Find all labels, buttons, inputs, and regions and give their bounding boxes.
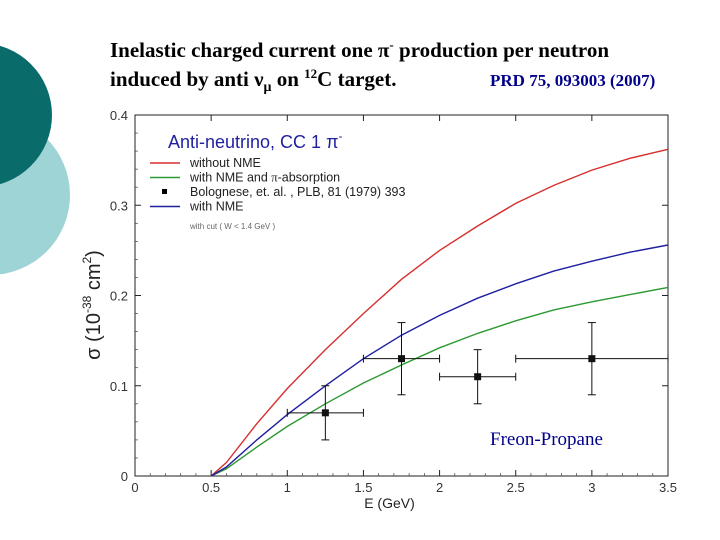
decoration-dark-circle [0, 45, 52, 185]
slide-title: Inelastic charged current one π- product… [110, 36, 710, 102]
y-tick-label: 0 [121, 469, 128, 484]
title-line-2: induced by anti νμ on 12C target. [110, 66, 397, 96]
data-point [286, 385, 364, 441]
data-point-marker [321, 409, 329, 417]
x-tick-label: 0.5 [202, 480, 220, 495]
series-line-0 [210, 148, 669, 477]
data-point [515, 322, 669, 396]
reference-citation: PRD 75, 093003 (2007) [490, 71, 656, 90]
legend-entry: with NME [150, 200, 243, 214]
x-tick-label: 3.5 [659, 480, 677, 495]
chart-title: Anti-neutrino, CC 1 π- [168, 129, 343, 152]
data-point-marker [398, 355, 405, 363]
x-tick-label: 1.5 [354, 480, 372, 495]
data-point [362, 322, 441, 396]
x-tick-label: 2.5 [507, 480, 525, 495]
legend-label: with NME and π-absorption [189, 171, 340, 185]
series-line-2 [210, 244, 669, 477]
data-point [439, 349, 517, 405]
slide-decoration [0, 45, 70, 275]
data-point-marker [588, 355, 596, 363]
legend-label: with NME [189, 200, 243, 214]
y-tick-label: 0.1 [110, 379, 128, 394]
legend-entry: Bolognese, et. al. , PLB, 81 (1979) 393 [162, 185, 405, 199]
legend-note: with cut ( W < 1.4 GeV ) [189, 222, 275, 231]
y-tick-label: 0.2 [110, 289, 128, 304]
chart-series [210, 148, 669, 477]
x-tick-label: 2 [436, 480, 443, 495]
chart-labels: E (GeV) σ (10-38 cm2) Anti-neutrino, CC 1 … [80, 129, 603, 511]
data-point-marker [474, 373, 482, 381]
y-tick-label: 0.4 [110, 108, 128, 123]
freon-propane-annotation: Freon-Propane [490, 429, 603, 450]
x-axis-label: E (GeV) [364, 495, 415, 511]
legend-entry: without NME [150, 156, 261, 170]
legend-label: without NME [189, 156, 261, 170]
chart-axes: 0 0.5 1 1.5 2 2.5 3 3.5 0 0.1 0.2 0.3 0.4 [110, 108, 677, 495]
x-tick-label: 3 [588, 480, 595, 495]
legend-label: Bolognese, et. al. , PLB, 81 (1979) 393 [190, 185, 405, 199]
y-axis-label: σ (10-38 cm2) [80, 250, 105, 360]
title-line-1: Inelastic charged current one π- product… [110, 37, 610, 62]
chart-data-points [286, 322, 669, 441]
y-tick-label: 0.3 [110, 198, 128, 213]
legend-entry: with NME and π-absorption [150, 171, 340, 185]
legend-marker [162, 189, 167, 194]
x-tick-label: 1 [284, 480, 291, 495]
x-tick-label: 0 [131, 480, 138, 495]
series-line-1 [210, 286, 669, 477]
